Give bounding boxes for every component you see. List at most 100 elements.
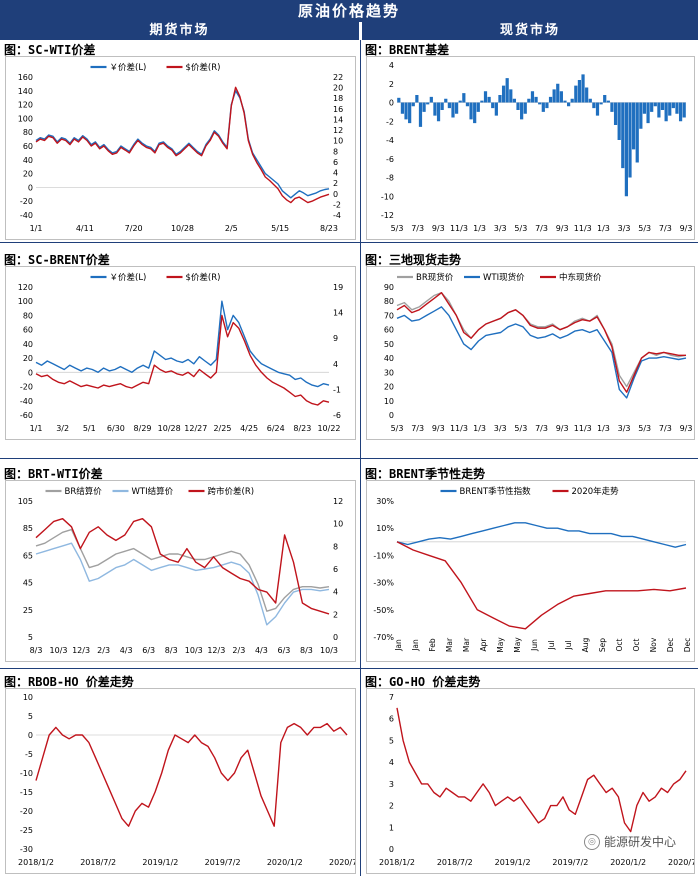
y-tick-label: -30% bbox=[373, 579, 394, 588]
basis-bar bbox=[501, 85, 506, 103]
x-tick-label: 3/3 bbox=[618, 424, 631, 433]
page-title: 原油价格趋势 bbox=[0, 0, 698, 22]
basis-bar bbox=[603, 95, 607, 103]
x-tick-label: 7/3 bbox=[411, 224, 424, 233]
x-tick-label: 9/3 bbox=[556, 224, 569, 233]
x-tick-label: 11/3 bbox=[574, 224, 592, 233]
basis-bar bbox=[541, 102, 545, 112]
y-tick-label: 10 bbox=[23, 693, 33, 702]
y-tick-label: -15 bbox=[20, 788, 33, 797]
chart-svg-brent_basis: 4 2 0 -2 -4 -6 -8 -10 -12 5/3 7/3 9/3 11/3 1/3 3/3 5/3 7… bbox=[381, 61, 693, 233]
series-line bbox=[35, 314, 330, 406]
series-line bbox=[35, 300, 330, 388]
y-right-tick-label: 14 bbox=[333, 309, 343, 318]
x-tick-label: 2018/7/2 bbox=[80, 858, 116, 867]
basis-bar bbox=[494, 102, 498, 116]
x-tick-label: Jan bbox=[394, 639, 403, 652]
x-tick-label: 12/27 bbox=[184, 424, 207, 433]
basis-bar bbox=[570, 98, 574, 103]
y-tick-label: 3 bbox=[389, 780, 394, 789]
y-tick-label: 20 bbox=[384, 383, 394, 392]
basis-bar bbox=[480, 100, 484, 103]
basis-bar bbox=[606, 100, 610, 103]
x-tick-label: 4/25 bbox=[240, 424, 258, 433]
x-tick-label: 6/30 bbox=[107, 424, 125, 433]
x-tick-label: 10/28 bbox=[171, 224, 194, 233]
y-right-tick-label: 10 bbox=[333, 137, 343, 146]
x-tick-label: 3/2 bbox=[56, 424, 69, 433]
basis-bar bbox=[408, 102, 412, 124]
y-right-tick-label: 4 bbox=[333, 360, 338, 369]
x-tick-label: Dec bbox=[666, 638, 675, 653]
y-tick-label: -2 bbox=[386, 117, 394, 126]
legend-label: ￥价差(L) bbox=[110, 62, 147, 73]
y-right-tick-label: -6 bbox=[333, 411, 341, 420]
x-tick-label: 11/3 bbox=[574, 424, 592, 433]
y-tick-label: 120 bbox=[18, 283, 33, 292]
x-tick-label: 5/3 bbox=[638, 224, 651, 233]
basis-bar bbox=[678, 102, 683, 122]
x-tick-label: 2020/1/2 bbox=[610, 858, 646, 867]
y-right-tick-label: -2 bbox=[333, 200, 341, 209]
x-tick-label: 7/3 bbox=[535, 224, 548, 233]
x-tick-label: 8/23 bbox=[293, 424, 311, 433]
basis-bar bbox=[595, 102, 600, 116]
y-tick-label: 120 bbox=[18, 101, 33, 110]
x-tick-label: 9/3 bbox=[432, 424, 445, 433]
x-tick-label: 6/3 bbox=[277, 646, 290, 655]
x-tick-label: 4/3 bbox=[255, 646, 268, 655]
basis-bar bbox=[599, 102, 603, 105]
basis-bar bbox=[444, 98, 448, 103]
basis-bar bbox=[581, 74, 585, 103]
basis-bar bbox=[415, 95, 419, 103]
x-tick-label: 5/3 bbox=[391, 424, 404, 433]
y-tick-label: -70% bbox=[373, 633, 394, 642]
basis-bar bbox=[473, 102, 477, 124]
x-tick-label: 8/23 bbox=[320, 224, 338, 233]
y-tick-label: -20 bbox=[20, 383, 33, 392]
y-right-tick-label: 12 bbox=[333, 497, 343, 506]
basis-bar bbox=[646, 102, 650, 124]
basis-bar bbox=[476, 102, 480, 112]
legend-label: BR现货价 bbox=[416, 272, 454, 283]
x-tick-label: Aug bbox=[581, 637, 590, 652]
x-tick-label: 5/3 bbox=[514, 424, 527, 433]
y-tick-label: -4 bbox=[386, 136, 394, 145]
x-tick-label: 10/3 bbox=[185, 646, 203, 655]
x-tick-label: 12/3 bbox=[207, 646, 225, 655]
basis-bar bbox=[397, 97, 401, 103]
basis-bar bbox=[632, 102, 636, 150]
basis-bar bbox=[592, 102, 596, 109]
y-tick-label: 80 bbox=[23, 311, 33, 320]
chart-panel-sc_wti: ￥价差(L) $价差(R) 160 140 120 100 80 60 40 20 0 -20 -40 2… bbox=[5, 56, 356, 240]
row-divider bbox=[0, 242, 698, 243]
series-line bbox=[35, 722, 348, 827]
x-tick-label: 2019/1/2 bbox=[495, 858, 531, 867]
x-tick-label: 2/3 bbox=[97, 646, 110, 655]
basis-bar bbox=[400, 102, 405, 114]
y-tick-label: 100 bbox=[18, 114, 33, 123]
y-tick-label: 30 bbox=[384, 368, 394, 377]
x-tick-label: 9/3 bbox=[680, 224, 693, 233]
basis-bar bbox=[624, 102, 628, 197]
x-tick-label: 7/20 bbox=[125, 224, 143, 233]
y-right-tick-label: 2 bbox=[333, 610, 338, 619]
x-tick-label: 4/11 bbox=[76, 224, 94, 233]
y-right-tick-label: 0 bbox=[333, 633, 338, 642]
x-tick-label: 11/3 bbox=[450, 224, 468, 233]
x-tick-label: 7/3 bbox=[659, 424, 672, 433]
y-tick-label: 40 bbox=[23, 340, 33, 349]
basis-bar bbox=[610, 102, 614, 112]
basis-bar bbox=[418, 102, 423, 127]
basis-bar bbox=[563, 100, 567, 103]
chart-title-rbob_ho: 图：RBOB-HO 价差走势 bbox=[4, 675, 134, 689]
y-tick-label: 0 bbox=[28, 731, 33, 740]
section-futures: 期货市场 bbox=[0, 22, 359, 40]
chart-title-brt_wti: 图：BRT-WTI价差 bbox=[4, 467, 103, 481]
x-tick-label: Feb bbox=[428, 638, 437, 652]
x-tick-label: 2/5 bbox=[225, 224, 238, 233]
series-line bbox=[35, 90, 330, 199]
basis-bar bbox=[433, 102, 437, 116]
basis-bar bbox=[447, 102, 451, 109]
basis-bar bbox=[653, 102, 657, 107]
